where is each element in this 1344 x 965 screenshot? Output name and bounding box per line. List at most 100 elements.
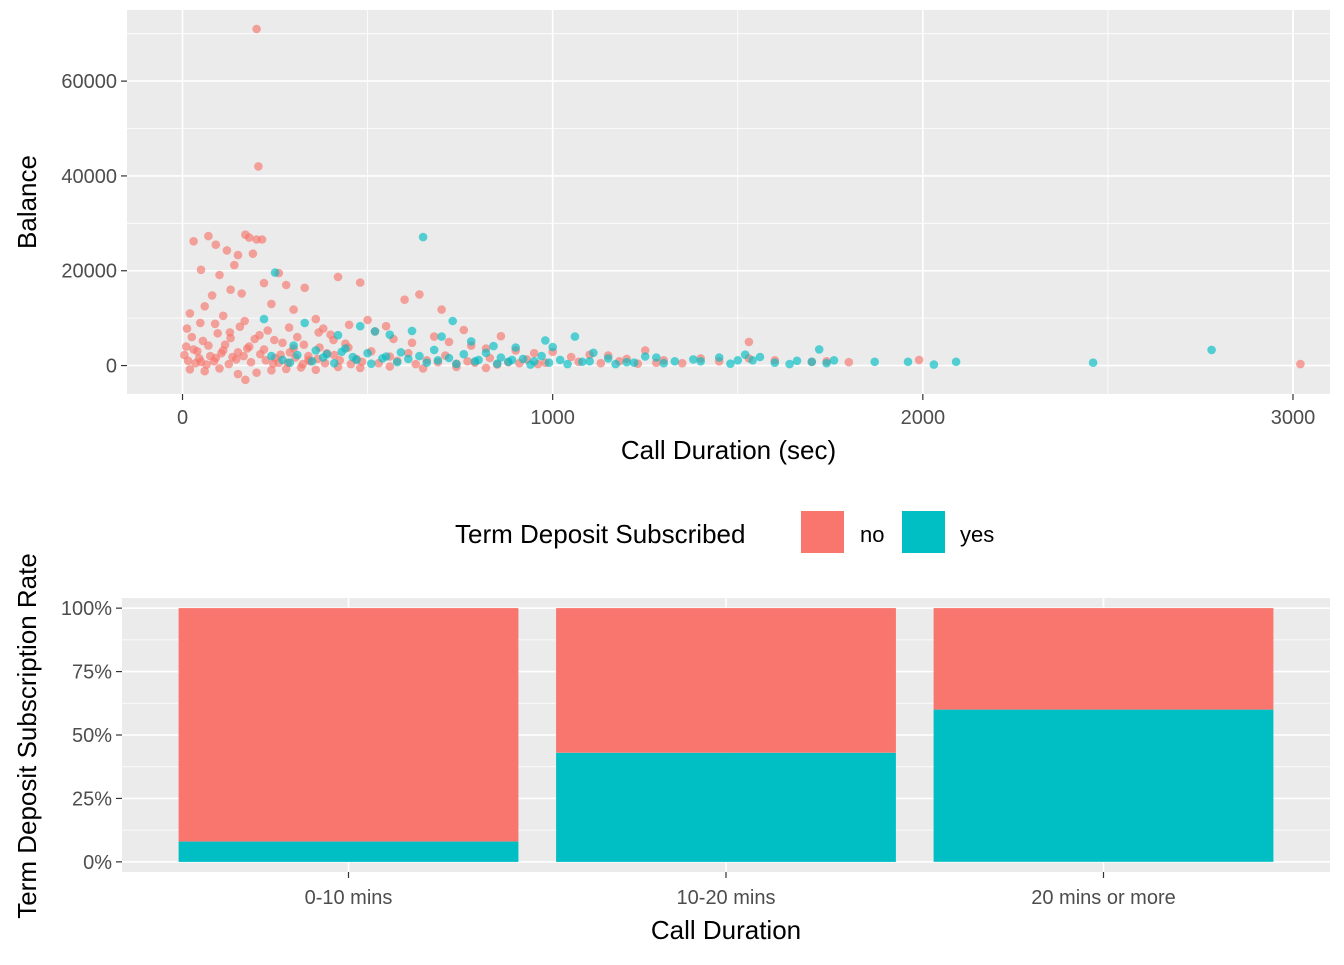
scatter-point-yes xyxy=(659,358,668,368)
scatter-point-no xyxy=(293,332,302,342)
scatter-point-no xyxy=(240,316,249,326)
scatter-point-no xyxy=(246,357,256,367)
scatter-x-ticks: 0 1000 2000 3000 xyxy=(177,394,1315,429)
scatter-point-yes xyxy=(289,341,298,350)
scatter-point-yes xyxy=(452,359,461,369)
scatter-point-no xyxy=(344,320,354,330)
scatter-point-yes xyxy=(444,353,454,363)
scatter-point-no xyxy=(429,332,439,341)
scatter-point-yes xyxy=(285,358,295,368)
scatter-point-yes xyxy=(526,360,535,369)
scatter-point-yes xyxy=(785,359,794,369)
scatter-point-yes xyxy=(278,355,287,365)
scatter-point-no xyxy=(259,278,269,288)
scatter-point-yes xyxy=(822,358,831,368)
scatter-point-yes xyxy=(696,357,705,366)
scatter-point-yes xyxy=(396,348,406,357)
scatter-point-yes xyxy=(429,345,439,355)
scatter-point-yes xyxy=(492,359,502,369)
scatter-point-yes xyxy=(726,359,735,369)
scatter-point-no xyxy=(744,337,754,347)
bar-y-tick-label: 75% xyxy=(72,662,112,684)
scatter-point-yes xyxy=(807,357,817,367)
scatter-point-no xyxy=(210,319,220,329)
scatter-point-yes xyxy=(418,232,428,242)
scatter-point-yes xyxy=(792,356,802,366)
scatter-point-no xyxy=(235,322,245,332)
scatter-point-no xyxy=(196,357,206,367)
scatter-points xyxy=(180,24,1305,385)
scatter-point-yes xyxy=(652,353,661,362)
scatter-point-no xyxy=(231,355,241,364)
scatter-point-no xyxy=(299,340,309,350)
scatter-point-yes xyxy=(385,330,395,340)
bar-no xyxy=(933,608,1274,710)
bar-y-tick-label: 25% xyxy=(72,788,112,810)
scatter-point-no xyxy=(355,363,365,373)
scatter-point-yes xyxy=(355,321,365,331)
scatter-point-no xyxy=(211,353,221,363)
scatter-panel-background xyxy=(127,10,1330,394)
scatter-point-yes xyxy=(459,349,469,359)
scatter-point-yes xyxy=(951,357,961,367)
scatter-point-no xyxy=(596,358,606,368)
legend-key-yes xyxy=(902,511,945,553)
scatter-point-no xyxy=(200,302,209,311)
scatter-point-no xyxy=(281,364,291,374)
scatter-point-no xyxy=(204,341,213,350)
scatter-point-no xyxy=(218,311,228,321)
bar-panel: 0-10 mins 10-20 mins 20 mins or more 0% 25%… xyxy=(12,553,1330,945)
scatter-point-no xyxy=(237,289,246,298)
scatter-point-yes xyxy=(392,357,402,367)
scatter-point-no xyxy=(181,342,191,351)
scatter-point-yes xyxy=(770,358,780,368)
scatter-y-tick-label: 40000 xyxy=(61,166,117,188)
bar-x-tick-label: 20 mins or more xyxy=(1031,887,1176,909)
scatter-point-no xyxy=(244,342,254,351)
scatter-point-yes xyxy=(307,357,317,366)
scatter-point-no xyxy=(185,365,195,374)
bar-y-tick-label: 100% xyxy=(61,598,112,620)
scatter-point-yes xyxy=(433,356,443,365)
scatter-point-yes xyxy=(507,355,517,365)
scatter-point-no xyxy=(311,314,321,324)
bar-x-tick-label: 10-20 mins xyxy=(677,887,776,909)
scatter-point-no xyxy=(257,235,267,244)
scatter-point-yes xyxy=(363,348,372,358)
scatter-point-yes xyxy=(489,341,498,351)
scatter-point-no xyxy=(407,338,417,348)
scatter-point-yes xyxy=(293,350,302,360)
scatter-point-no xyxy=(284,323,294,332)
scatter-point-yes xyxy=(370,327,380,336)
scatter-point-yes xyxy=(311,346,321,355)
scatter-point-yes xyxy=(407,326,417,336)
scatter-point-no xyxy=(233,348,243,357)
scatter-point-yes xyxy=(518,354,528,364)
scatter-point-no xyxy=(496,331,506,341)
scatter-point-no xyxy=(248,249,258,258)
bar-yes xyxy=(933,709,1274,862)
scatter-point-no xyxy=(481,363,491,373)
scatter-point-no xyxy=(566,352,576,362)
scatter-x-axis-title: Call Duration (sec) xyxy=(621,435,836,465)
scatter-point-yes xyxy=(511,343,520,352)
scatter-point-yes xyxy=(381,352,391,361)
scatter-point-no xyxy=(385,362,395,371)
scatter-point-yes xyxy=(689,355,698,364)
bar-yes xyxy=(556,752,896,862)
scatter-x-tick-label: 3000 xyxy=(1271,407,1316,429)
scatter-point-no xyxy=(267,299,276,309)
scatter-point-yes xyxy=(585,357,594,366)
scatter-y-tick-label: 20000 xyxy=(61,261,117,283)
bar-x-tick-label: 0-10 mins xyxy=(305,887,393,909)
scatter-point-no xyxy=(241,375,250,385)
scatter-point-no xyxy=(437,305,446,314)
scatter-point-no xyxy=(296,363,306,372)
scatter-point-no xyxy=(196,318,205,328)
scatter-point-no xyxy=(444,337,454,347)
scatter-point-no xyxy=(213,329,222,338)
scatter-point-no xyxy=(400,295,409,305)
scatter-point-no xyxy=(189,345,198,354)
scatter-point-no xyxy=(218,346,228,355)
scatter-point-no xyxy=(333,272,343,282)
